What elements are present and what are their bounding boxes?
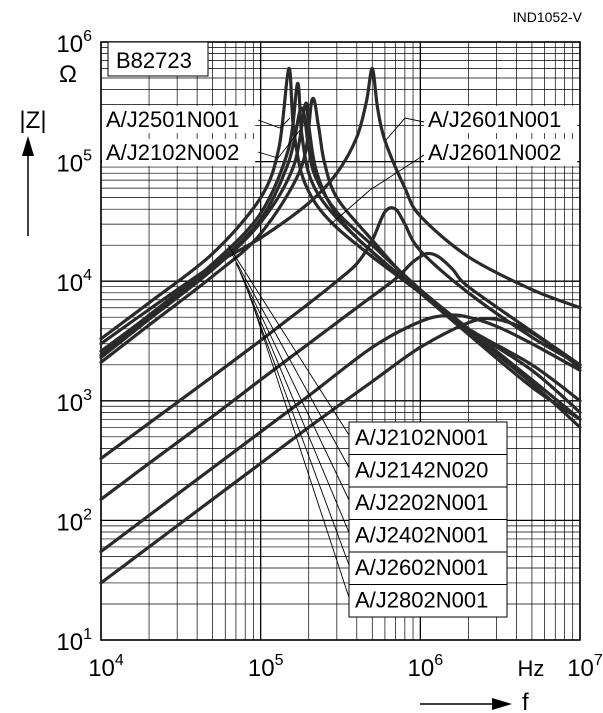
label-background — [424, 139, 578, 166]
x-unit-label: Hz — [518, 656, 545, 681]
y-tick-label: 105 — [56, 148, 92, 178]
series-label: A/J2802N001 — [355, 588, 488, 613]
y-tick-label: 104 — [56, 267, 92, 297]
series-label: A/J2102N002 — [106, 140, 239, 165]
series-line-a-j2602n001 — [99, 313, 582, 554]
series-line-a-j2102n001 — [99, 106, 582, 421]
label-background — [102, 106, 256, 133]
label-background — [102, 139, 256, 166]
y-tick-label: 102 — [56, 506, 92, 536]
plot-frame — [100, 41, 581, 641]
y-tick-labels: 101 102 103 104 105 106 — [56, 28, 92, 656]
leader-line — [385, 117, 425, 141]
series-label: A/J2102N001 — [355, 425, 488, 450]
y-tick-label: 101 — [56, 626, 92, 656]
leader-line — [235, 262, 350, 501]
leader-line — [329, 154, 425, 226]
y-axis-symbol: |Z| — [19, 107, 46, 134]
series-labels: A/J2501N001 A/J2102N002 A/J2601N001 A/J2601… — [102, 106, 578, 618]
series-label: A/J2501N001 — [106, 107, 239, 132]
leader-line — [257, 129, 301, 159]
series-label-box — [348, 519, 508, 553]
leader-line — [231, 253, 350, 468]
x-tick-label: 106 — [408, 652, 444, 682]
leader-line — [243, 280, 350, 566]
title-box — [107, 41, 209, 77]
series-label-box — [348, 551, 508, 585]
x-tick-labels: 104 105 106 107 — [88, 652, 603, 682]
series-label: A/J2601N001 — [428, 107, 561, 132]
leader-line — [247, 289, 350, 598]
series-line-a-j2802n001 — [99, 316, 582, 585]
leader-line — [257, 117, 291, 129]
chart-title: B82723 — [116, 48, 192, 73]
series-label: A/J2601N002 — [428, 140, 561, 165]
x-tick-label: 104 — [88, 652, 124, 682]
x-axis-arrow-head — [492, 698, 512, 710]
x-tick-label: 105 — [248, 652, 284, 682]
x-axis-symbol: f — [522, 689, 529, 713]
label-leader-lines — [227, 117, 425, 598]
series-label-box — [348, 486, 508, 520]
series-line-a-j2402n001 — [99, 251, 582, 501]
label-background — [424, 106, 578, 133]
y-tick-label: 106 — [56, 28, 92, 58]
series-line-a-j2601n002 — [99, 206, 582, 460]
series-label: A/J2602N001 — [355, 555, 488, 580]
series-label: A/J2402N001 — [355, 523, 488, 548]
leader-line — [239, 271, 350, 533]
series-label-box — [348, 454, 508, 488]
x-tick-label: 107 — [567, 652, 603, 682]
series-label: A/J2202N001 — [355, 490, 488, 515]
series-label-box — [348, 584, 508, 618]
figure-id: IND1052-V — [513, 9, 583, 25]
y-tick-label: 103 — [56, 387, 92, 417]
series-line-a-j2102n002 — [99, 81, 582, 429]
series-label: A/J2142N020 — [355, 458, 488, 483]
y-axis-arrow-head — [22, 136, 34, 156]
leader-line — [227, 244, 350, 436]
series-label-box — [348, 421, 508, 455]
y-unit-label: Ω — [59, 61, 77, 88]
impedance-curves — [99, 66, 582, 585]
